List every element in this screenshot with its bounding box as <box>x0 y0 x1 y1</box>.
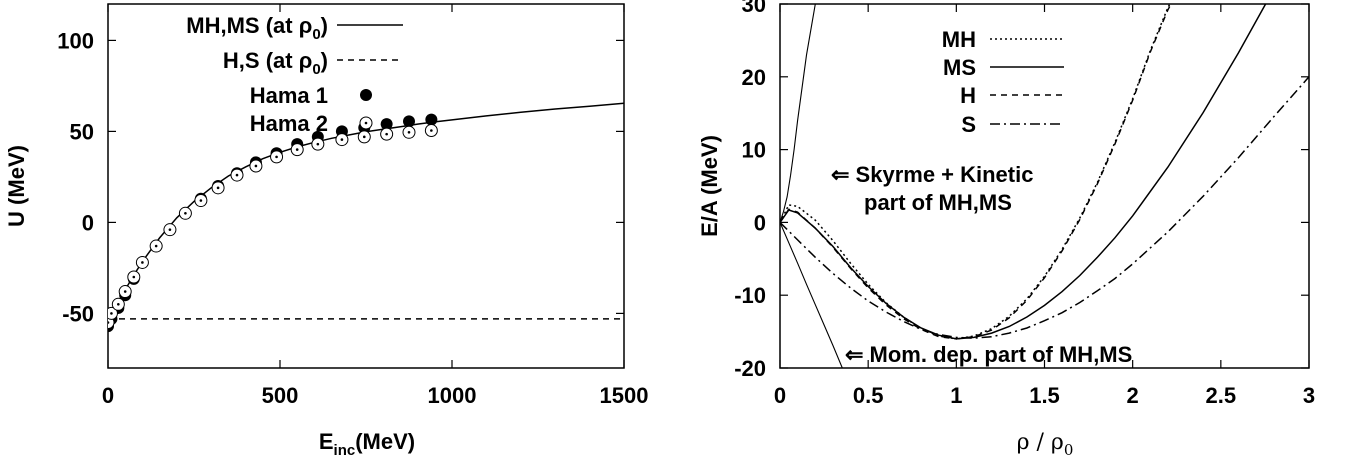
right-annotation: part of MH,MS <box>864 190 1012 215</box>
left-point-hama-2-dot <box>199 199 203 202</box>
left-legend-symbol <box>360 89 372 101</box>
right-y-tick-label: -20 <box>734 356 766 381</box>
right-y-tick-label: 30 <box>742 0 766 17</box>
right-y-tick-label: 20 <box>742 65 766 90</box>
left-point-hama-2-dot <box>340 138 344 141</box>
left-point-hama-2-dot <box>108 321 110 324</box>
left-legend-symbol-dot <box>364 121 368 125</box>
left-y-tick-label: 100 <box>57 28 94 53</box>
left-point-hama-2-dot <box>123 290 127 293</box>
left-point-hama-2-dot <box>184 212 187 215</box>
left-point-hama-2-dot <box>254 164 258 168</box>
right-annotation: ⇐ Mom. dep. part of MH,MS <box>845 342 1132 367</box>
left-y-axis-label: U (MeV) <box>4 145 29 227</box>
left-point-hama-1 <box>425 113 438 126</box>
left-point-hama-1 <box>380 118 393 131</box>
right-line-component-4 <box>780 4 816 223</box>
left-point-hama-2-dot <box>295 148 299 151</box>
right-x-axis-label: ρ / ρ0 <box>1017 430 1074 459</box>
left-plot-frame <box>107 3 625 369</box>
left-legend-label: MH,MS (at ρ0) <box>186 13 328 43</box>
left-point-hama-2-dot <box>132 275 136 279</box>
left-x-axis-label: Einc(MeV) <box>319 429 415 459</box>
right-line-component-5 <box>780 222 843 368</box>
right-chart: 0 0.5 1 1.5 2 2.5 3 -20 -10 0 10 20 30 E/A (MeV) ρ … <box>697 0 1315 459</box>
left-point-hama-2-dot <box>316 142 320 146</box>
left-x-tick-label: 0 <box>102 383 114 408</box>
right-legend: MH MS HS <box>942 27 1064 137</box>
right-x-tick-label: 2.5 <box>1206 383 1237 408</box>
left-point-hama-2-dot <box>385 132 388 136</box>
left-point-hama-2-dot <box>110 312 113 315</box>
left-point-hama-2-dot <box>407 131 411 134</box>
right-legend-label: MH <box>942 27 976 52</box>
right-y-axis-label: E/A (MeV) <box>697 135 722 237</box>
left-x-tick-label: 500 <box>262 383 299 408</box>
right-x-tick-label: 0.5 <box>853 383 884 408</box>
right-y-tick-label: -10 <box>734 283 766 308</box>
left-legend-label: Hama 2 <box>250 111 328 136</box>
left-point-hama-2-dot <box>154 244 158 248</box>
left-point-hama-2-dot <box>275 155 278 159</box>
right-line-s <box>780 76 1309 339</box>
left-point-hama-2-dot <box>141 261 144 264</box>
left-point-hama-2-dot <box>235 173 239 177</box>
right-line-ms <box>780 4 1267 340</box>
right-y-tick-label: 0 <box>754 210 766 235</box>
right-legend-label: H <box>960 83 976 108</box>
left-chart: 0 500 1000 1500 -50 0 50 100 U (MeV) Einc(MeV)… <box>4 3 649 459</box>
right-x-tick-label: 1 <box>950 383 962 408</box>
left-y-tick-label: 0 <box>82 210 94 235</box>
right-legend-label: S <box>961 112 976 137</box>
right-x-tick-label: 1.5 <box>1029 383 1060 408</box>
left-point-hama-1 <box>403 115 415 128</box>
left-point-hama-2-dot <box>362 135 366 139</box>
right-annotation: ⇐ Skyrme + Kinetic <box>831 162 1033 187</box>
left-point-hama-2-dot <box>430 129 433 132</box>
right-line-mh <box>780 4 1171 340</box>
right-x-tick-label: 0 <box>774 383 786 408</box>
left-legend-label: H,S (at ρ0) <box>223 48 328 78</box>
left-point-hama-2-dot <box>216 186 220 190</box>
left-x-tick-label: 1000 <box>428 383 477 408</box>
left-y-tick-label: 50 <box>70 119 94 144</box>
left-y-tick-label: -50 <box>62 301 94 326</box>
right-x-tick-label: 2 <box>1127 383 1139 408</box>
left-point-hama-2-dot <box>168 228 172 231</box>
right-line-h <box>780 4 1172 340</box>
left-point-hama-2-dot <box>117 303 120 306</box>
left-x-tick-label: 1500 <box>600 383 649 408</box>
right-y-tick-label: 10 <box>742 138 766 163</box>
left-legend: MH,MS (at ρ0) H,S (at ρ0) Hama 1 Hama 2 <box>186 13 403 136</box>
right-x-tick-label: 3 <box>1303 383 1315 408</box>
left-legend-label: Hama 1 <box>250 83 328 108</box>
right-legend-label: MS <box>943 55 976 80</box>
